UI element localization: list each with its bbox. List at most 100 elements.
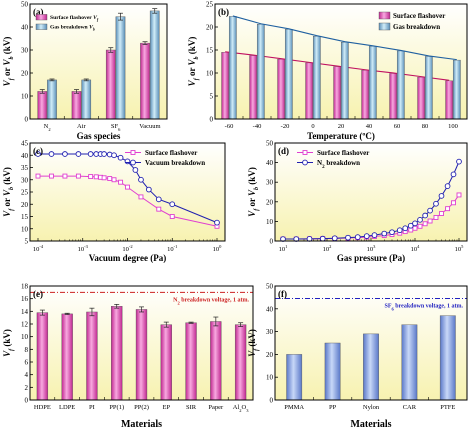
x-tick-label: Al2O3 <box>233 404 249 413</box>
y-tick-label: 20 <box>21 201 29 209</box>
y-tick-label: 0 <box>270 238 274 246</box>
x-tick-label: 102 <box>323 244 332 253</box>
x-tick-label: PP <box>329 404 337 411</box>
plot-frame <box>274 142 468 242</box>
y-axis-label: Vf (kV) <box>247 329 260 357</box>
plot-frame <box>29 285 254 401</box>
bar-b-0-7 <box>417 76 426 120</box>
data-point <box>422 221 428 227</box>
x-tick-label: 80 <box>422 123 429 130</box>
bar-b-1-5 <box>368 46 377 120</box>
bar-b-0-2 <box>277 59 286 120</box>
y-tick-label: 0 <box>25 116 29 124</box>
data-point <box>111 177 117 183</box>
trend-line <box>232 15 457 61</box>
data-point <box>407 222 414 229</box>
y-tick-label: 12 <box>21 321 29 329</box>
legend-swatch <box>378 22 391 31</box>
x-tick-label: Nylon <box>363 404 380 411</box>
data-point <box>354 234 361 240</box>
data-point <box>132 167 139 173</box>
data-point <box>381 230 388 237</box>
y-tick-label: 10 <box>21 225 29 233</box>
data-point <box>433 215 439 220</box>
data-point <box>345 234 351 241</box>
data-point <box>451 200 456 206</box>
bar-b-1-2 <box>284 29 293 120</box>
plot-frame <box>214 3 468 120</box>
y-tick-label: 40 <box>266 305 274 313</box>
x-tick-label: HDPE <box>34 404 51 411</box>
data-point <box>412 225 418 231</box>
bar-b-0-4 <box>333 66 342 120</box>
x-axis-label: Gas pressure (Pa) <box>337 253 405 263</box>
chart-a: N2 Air SF6 Vacuum 0 10 20 30 40 50 Vf or Vb (kV) Ga… <box>2 1 168 141</box>
y-tick-label: 5 <box>210 93 214 101</box>
legend-label: Gas breakdown <box>393 23 440 31</box>
reference-line-label: SF6 breakdown voltage, 1 atm. <box>385 304 464 312</box>
data-point <box>87 151 94 157</box>
x-tick-label: SF6 <box>111 123 121 132</box>
x-tick-label: SIR <box>186 404 197 411</box>
bar-b-1-0 <box>228 16 237 120</box>
bar-b-0-1 <box>249 55 258 120</box>
legend-marker <box>130 159 136 166</box>
y-tick-label: 0 <box>210 116 214 124</box>
plot-area-c <box>30 143 225 241</box>
data-point <box>412 220 418 227</box>
x-tick-label: PTFE <box>440 404 455 411</box>
data-point <box>48 151 55 157</box>
data-point <box>75 151 82 157</box>
y-tick-label: 25 <box>21 189 29 197</box>
bar-a-1-1 <box>81 79 92 120</box>
data-point <box>450 171 457 178</box>
bar-b-1-3 <box>312 36 321 120</box>
y-tick-label: 30 <box>266 328 274 336</box>
bar-b-0-8 <box>445 80 454 120</box>
bar-e-0-1 <box>61 313 73 401</box>
bar-b-1-7 <box>424 56 433 120</box>
panel-label-e: (e) <box>33 289 43 299</box>
legend-marker <box>302 150 308 155</box>
x-tick-label: 20 <box>338 123 345 130</box>
x-tick-label: Air <box>77 123 87 130</box>
data-point <box>169 214 175 219</box>
chart-b: -60 -40 -20 0 20 40 60 80 100 0 5 10 15 20 25 Vf or Vb … <box>187 1 468 141</box>
x-tick-label: 60 <box>394 123 401 130</box>
data-point <box>138 176 144 183</box>
x-tick-label: 105 <box>455 244 465 253</box>
y-axis-label: Vf (kV) <box>2 329 15 357</box>
y-tick-label: 10 <box>266 374 274 382</box>
y-tick-label: 14 <box>21 308 29 316</box>
x-tick-label: Vacuum <box>139 123 160 130</box>
series-line-0 <box>38 175 218 227</box>
data-point <box>117 154 124 161</box>
data-point <box>438 193 445 199</box>
x-tick-label: -60 <box>225 123 234 130</box>
bar-a-0-0 <box>37 91 48 120</box>
y-tick-label: 35 <box>21 164 29 172</box>
data-point <box>427 207 433 214</box>
x-tick-label: 0 <box>311 123 314 130</box>
data-point <box>75 173 81 179</box>
x-tick-label: -20 <box>281 123 290 130</box>
y-tick-label: 0 <box>270 397 274 405</box>
data-point <box>169 201 176 208</box>
data-point <box>62 173 68 179</box>
data-point <box>35 173 41 179</box>
y-tick-label: 50 <box>266 283 274 291</box>
legend-label: Surface flashover Vf <box>50 15 99 22</box>
y-tick-label: 40 <box>21 152 29 160</box>
panel-label-c: (c) <box>33 146 43 156</box>
x-tick-label: PP(2) <box>134 404 149 411</box>
y-axis-label: Vf or Vb (kV) <box>2 37 15 87</box>
y-tick-label: 16 <box>21 295 29 303</box>
legend-label: Gas breakdown Vb <box>50 25 95 32</box>
y-tick-label: 2 <box>25 384 29 392</box>
data-point <box>396 227 403 234</box>
legend-marker <box>130 150 136 155</box>
data-point <box>155 196 162 203</box>
bar-e-0-7 <box>210 321 222 401</box>
data-point <box>417 223 423 229</box>
